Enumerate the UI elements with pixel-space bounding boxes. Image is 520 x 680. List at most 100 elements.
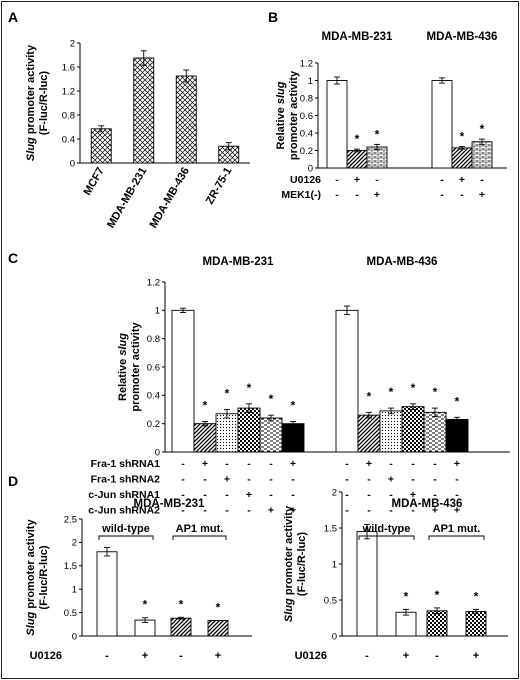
y-tick-label: 1.2	[62, 86, 75, 97]
bar	[335, 309, 359, 453]
group-bracket	[428, 535, 485, 540]
y-tick-label: 0.5	[64, 608, 77, 619]
treatment-sign: +	[479, 189, 485, 201]
bar	[346, 150, 368, 169]
treatment-sign: -	[435, 650, 439, 662]
y-tick-label: 0.6	[300, 111, 313, 122]
bar	[395, 611, 417, 637]
treatment-label: Fra-1 shRNA2	[91, 474, 161, 486]
treatment-sign: -	[440, 189, 444, 201]
bar	[366, 146, 388, 169]
y-tick-label: 0.5	[324, 595, 337, 606]
panel-letter-b: B	[268, 9, 278, 25]
chart-title: MDA-MB-436	[392, 498, 463, 510]
treatment-sign: -	[345, 474, 349, 486]
bar	[426, 610, 448, 637]
treatment-sign: -	[375, 174, 379, 186]
treatment-sign: +	[403, 650, 409, 662]
treatment-sign: -	[335, 174, 339, 186]
treatment-label: c-Jun shRNA2	[88, 505, 160, 517]
treatment-sign: +	[410, 489, 416, 501]
treatment-sign: -	[291, 489, 295, 501]
y-tick-label: 2.5	[64, 514, 77, 525]
treatment-sign: -	[335, 189, 339, 201]
y-axis-label: Slug promoter activity	[25, 519, 37, 636]
treatment-sign: +	[374, 189, 380, 201]
significance-star: *	[143, 598, 148, 612]
y-tick-label: 0	[72, 631, 77, 642]
bar	[207, 620, 229, 637]
bar	[445, 418, 469, 453]
treatment-sign: +	[290, 505, 296, 517]
y-tick-label: 2	[70, 38, 75, 49]
treatment-sign: -	[411, 458, 415, 470]
y-tick-label: 0	[70, 158, 75, 169]
significance-star: *	[433, 385, 438, 399]
treatment-sign: +	[459, 174, 465, 186]
significance-star: *	[435, 588, 440, 602]
y-tick-label: 0.6	[147, 362, 160, 373]
significance-star: *	[216, 601, 221, 615]
bar	[357, 414, 381, 453]
bar	[175, 75, 197, 164]
y-tick-label: 1.2	[147, 277, 160, 288]
significance-star: *	[411, 381, 416, 395]
treatment-sign: +	[432, 505, 438, 517]
panel-letter-c: C	[8, 250, 18, 266]
bar	[471, 141, 493, 169]
significance-star: *	[355, 132, 360, 146]
y-tick-label: 0.4	[62, 134, 75, 145]
group-title: MDA-MB-436	[367, 256, 438, 268]
treatment-sign: -	[365, 650, 369, 662]
panel-letter-d: D	[8, 473, 18, 489]
group-label: AP1 mut.	[433, 523, 481, 535]
treatment-sign: -	[247, 505, 251, 517]
bar	[90, 128, 112, 164]
treatment-sign: -	[225, 458, 229, 470]
treatment-sign: -	[367, 505, 371, 517]
group-label: wild-type	[101, 523, 150, 535]
treatment-sign: +	[142, 650, 148, 662]
treatment-sign: -	[247, 474, 251, 486]
treatment-sign: -	[367, 474, 371, 486]
bar	[171, 309, 195, 453]
treatment-label: MEK1(-)	[281, 189, 321, 201]
y-tick-label: 0	[308, 163, 313, 174]
treatment-sign: -	[433, 474, 437, 486]
panel-letter-a: A	[8, 9, 18, 25]
treatment-sign: +	[224, 474, 230, 486]
y-axis-label-word: promoter	[25, 85, 37, 137]
y-tick-label: 0.2	[300, 146, 313, 157]
y-axis-label-word: Relative	[117, 359, 129, 401]
treatment-sign: -	[455, 474, 459, 486]
treatment-label: U0126	[290, 174, 321, 186]
y-tick-label: 1.5	[64, 561, 77, 572]
treatment-sign: -	[203, 505, 207, 517]
y-tick-label: 0	[332, 631, 337, 642]
treatment-label: c-Jun shRNA1	[88, 489, 160, 501]
significance-star: *	[247, 381, 252, 395]
y-axis-label: (F-luc/R-luc)	[38, 71, 50, 135]
treatment-sign: -	[433, 489, 437, 501]
treatment-sign: +	[202, 458, 208, 470]
treatment-sign: -	[411, 474, 415, 486]
y-axis-label: promoter activity	[130, 321, 142, 411]
treatment-sign: -	[355, 189, 359, 201]
x-tick-label: ZR-75-1	[204, 166, 235, 207]
group-bracket	[98, 535, 154, 540]
treatment-sign: -	[269, 458, 273, 470]
chart-panel-b: 0 0.2 0.4 0.6 0.8 1 1.2 Relative slug promoter a…	[275, 31, 507, 201]
y-tick-label: 0.4	[300, 128, 313, 139]
bar	[431, 80, 453, 169]
y-axis-label-word: slug	[275, 81, 287, 107]
treatment-sign: +	[290, 458, 296, 470]
treatment-label: Fra-1 shRNA1	[91, 458, 161, 470]
significance-star: *	[389, 385, 394, 399]
bar	[170, 617, 192, 637]
treatment-sign: -	[225, 505, 229, 517]
treatment-sign: -	[225, 489, 229, 501]
y-tick-label: 0.8	[147, 334, 160, 345]
treatment-sign: -	[389, 505, 393, 517]
treatment-sign: +	[215, 650, 221, 662]
